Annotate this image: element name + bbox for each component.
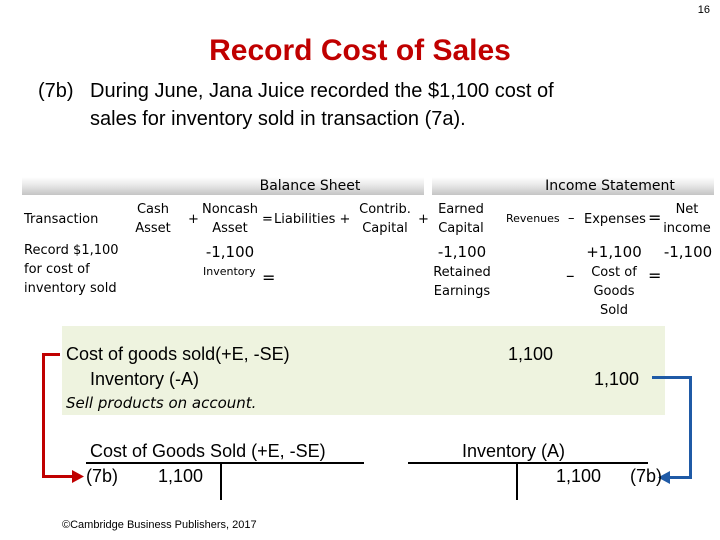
net-income-header-1: Net (675, 202, 699, 217)
contrib-header-2: Capital (362, 221, 408, 236)
liabilities-header: Liabilities + (274, 212, 351, 227)
equals-sign-row: = (262, 268, 276, 287)
cogs-t-account-amount: 1,100 (158, 466, 204, 486)
inventory-t-account-ref: (7b) (630, 466, 663, 486)
inventory-t-account-divider (516, 462, 518, 500)
cash-header-2: Asset (135, 221, 171, 236)
expenses-header: Expenses (584, 212, 646, 227)
minus-sign-row: – (566, 266, 575, 286)
net-income-header-2: income (663, 221, 711, 236)
retained-earnings-note-2: Earnings (433, 284, 491, 299)
transaction-desc-line-2: for cost of (24, 262, 90, 277)
slide-title: Record Cost of Sales (209, 34, 511, 67)
revenues-header: Revenues (506, 212, 560, 225)
red-arrow-bottom (42, 475, 76, 478)
inventory-t-account-top-line (408, 462, 648, 464)
je-explanation: Sell products on account. (66, 394, 257, 412)
journal-entry-box (62, 326, 665, 415)
noncash-inventory-note: Inventory (203, 265, 256, 278)
income-statement-band (432, 177, 714, 195)
copyright-notice: ©Cambridge Business Publishers, 2017 (62, 519, 257, 531)
earned-capital-value: -1,100 (437, 243, 487, 261)
blue-arrow-vertical (689, 376, 692, 479)
slide-number: 16 (697, 4, 710, 16)
je-debit-amount: 1,100 (508, 344, 554, 364)
plus-sign-2: + (418, 212, 429, 227)
noncash-header-2: Asset (212, 221, 248, 236)
cogs-t-account-divider (220, 462, 222, 500)
red-arrow-vertical (42, 353, 45, 478)
transaction-desc-line-1: Record $1,100 (24, 243, 119, 258)
cogs-t-account-top-line (86, 462, 364, 464)
cogs-note-1: Cost of (591, 265, 637, 280)
minus-sign-header: – (568, 211, 575, 226)
transaction-desc-line-3: inventory sold (24, 281, 117, 296)
blue-arrow-bottom (666, 476, 692, 479)
balance-sheet-band (22, 177, 424, 195)
earned-header-2: Capital (438, 221, 484, 236)
red-arrow-head (72, 470, 84, 483)
equals-sign-row-2: = (648, 266, 662, 285)
net-income-value: -1,100 (663, 243, 713, 261)
je-debit-account: Cost of goods sold(+E, -SE) (66, 344, 290, 364)
earned-header-1: Earned (438, 202, 484, 217)
equals-sign-2: = (648, 208, 662, 227)
contrib-header-1: Contrib. (359, 202, 411, 217)
plus-sign-1: + (188, 212, 199, 227)
cogs-note-3: Sold (599, 303, 629, 318)
retained-earnings-note-1: Retained (433, 265, 491, 280)
red-arrow-top (42, 353, 60, 356)
income-statement-header: Income Statement (545, 178, 675, 194)
intro-text-line-2: sales for inventory sold in transaction … (90, 108, 466, 130)
noncash-asset-value: -1,100 (205, 243, 255, 261)
je-credit-amount: 1,100 (594, 369, 640, 389)
equals-sign-1: = (262, 212, 273, 227)
inventory-t-account-title: Inventory (A) (462, 441, 566, 461)
blue-arrow-top (652, 376, 692, 379)
transaction-header: Transaction (24, 212, 99, 227)
expenses-value: +1,100 (586, 243, 642, 261)
cogs-t-account-title: Cost of Goods Sold (+E, -SE) (90, 441, 326, 461)
je-credit-account: Inventory (-A) (90, 369, 200, 389)
cogs-note-2: Goods (593, 284, 635, 299)
blue-arrow-head (658, 471, 670, 484)
intro-label: (7b) (38, 80, 74, 102)
cogs-t-account-ref: (7b) (86, 466, 119, 486)
balance-sheet-header: Balance Sheet (259, 178, 361, 194)
cash-header-1: Cash (136, 202, 170, 217)
inventory-t-account-amount: 1,100 (556, 466, 602, 486)
noncash-header-1: Noncash (201, 202, 259, 217)
intro-text-line-1: During June, Jana Juice recorded the $1,… (90, 80, 554, 102)
